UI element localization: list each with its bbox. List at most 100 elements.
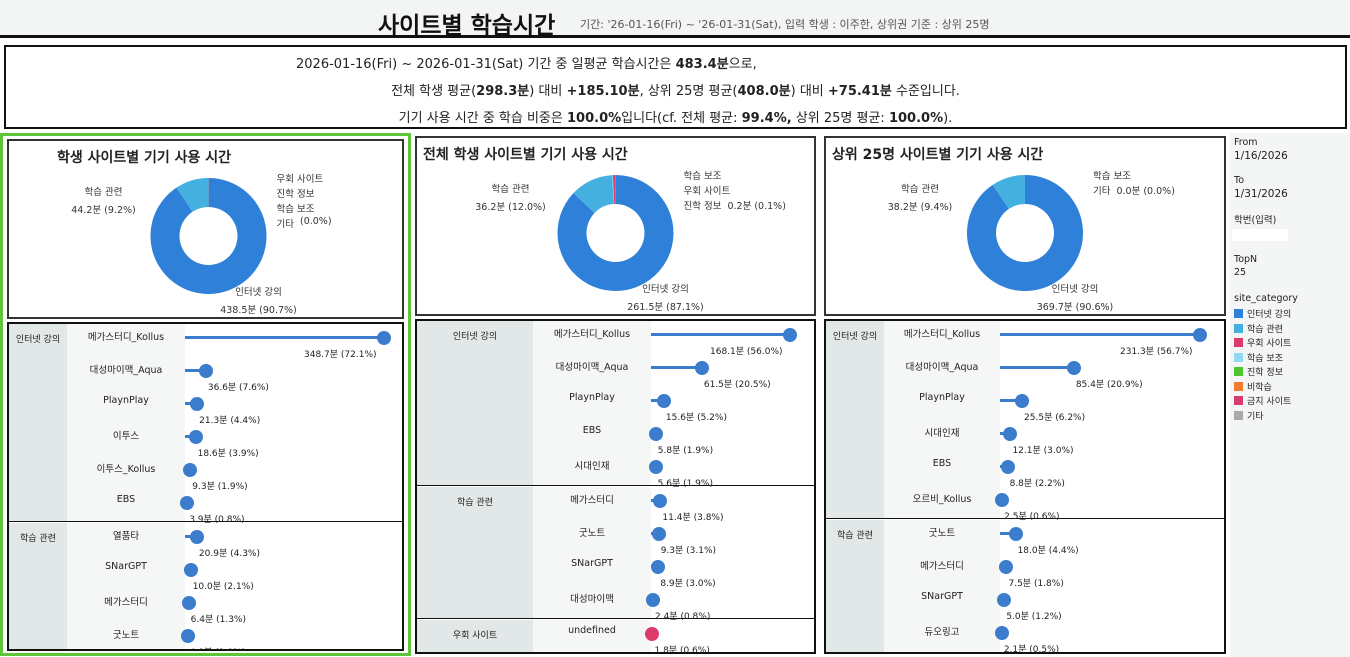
legend-item[interactable]: 금지 사이트 <box>1234 394 1291 407</box>
lollipop-dot[interactable] <box>651 560 666 574</box>
lollipop-dot[interactable] <box>1015 394 1030 408</box>
panel-0: 학생 사이트별 기기 사용 시간 인터넷 강의 438.5분 (90.7%) 학습 … <box>0 133 411 656</box>
lollipop-dot[interactable] <box>189 530 204 544</box>
lollipop-dot[interactable] <box>1003 427 1018 441</box>
donut-slice[interactable] <box>992 175 1025 209</box>
site-row[interactable]: 시대인재 12.1분 (3.0%) <box>826 420 1224 456</box>
site-row[interactable]: SNarGPT 5.0분 (1.2%) <box>826 586 1224 622</box>
lollipop-dot[interactable] <box>1008 527 1023 541</box>
site-row[interactable]: 듀오링고 2.1분 (0.5%) <box>826 619 1224 652</box>
legend-item[interactable]: 기타 <box>1234 409 1264 422</box>
site-row[interactable]: EBS 5.8분 (1.9%) <box>417 420 814 456</box>
lollipop-dot[interactable] <box>198 364 213 378</box>
site-row[interactable]: 이투스_Kollus 9.3분 (1.9%) <box>9 456 402 492</box>
value-label: 7.5분 (1.8%) <box>1008 579 1064 589</box>
lollipop-dot[interactable] <box>190 397 205 411</box>
lollipop-dot[interactable] <box>694 361 709 375</box>
donut-label: 진학 정보 0.2분 (0.1%) <box>684 198 786 212</box>
site-name: PlaynPlay <box>103 395 149 406</box>
donut-slice[interactable] <box>557 175 674 291</box>
site-row[interactable]: 굿노트 18.0분 (4.4%) <box>826 520 1224 556</box>
site-name: 시대인재 <box>924 428 960 439</box>
legend-item[interactable]: 우회 사이트 <box>1234 336 1291 349</box>
slice-name: 인터넷 강의 <box>235 287 282 298</box>
donut-chart <box>150 178 267 294</box>
lollipop-dot[interactable] <box>377 331 391 345</box>
site-row[interactable]: 대성마이맥 2.4분 (0.8%) <box>417 586 814 622</box>
site-row[interactable]: 메가스터디 6.4분 (1.3%) <box>9 589 402 625</box>
site-row[interactable]: 굿노트 9.3분 (3.1%) <box>417 520 814 556</box>
lollipop-dot[interactable] <box>994 626 1009 640</box>
lollipop-dot[interactable] <box>656 394 671 408</box>
lollipop-dot[interactable] <box>783 328 797 342</box>
topn-input[interactable]: 25 <box>1234 267 1247 278</box>
lollipop-dot[interactable] <box>180 496 195 510</box>
lollipop-dot[interactable] <box>645 593 660 607</box>
legend-item[interactable]: 학습 관련 <box>1234 322 1283 335</box>
from-date-input[interactable]: 1/16/2026 <box>1234 150 1288 162</box>
site-row[interactable]: 열품타 20.9분 (4.3%) <box>9 523 402 559</box>
site-row[interactable]: undefined 1.8분 (0.6%) <box>417 620 814 652</box>
donut-slice[interactable] <box>612 175 615 205</box>
site-row[interactable]: 이투스 18.6분 (3.9%) <box>9 423 402 459</box>
to-date-input[interactable]: 1/31/2026 <box>1234 188 1288 200</box>
lollipop-dot[interactable] <box>183 563 198 577</box>
donut-slice[interactable] <box>967 175 1083 291</box>
site-row[interactable]: 오르비_Kollus 2.5분 (0.6%) <box>826 486 1224 522</box>
site-row[interactable]: 굿노트 4.9분 (1.0%) <box>9 622 402 649</box>
student-id-input[interactable] <box>1232 229 1288 241</box>
site-row[interactable]: 메가스터디_Kollus 168.1분 (56.0%) <box>417 321 814 357</box>
lollipop-dot[interactable] <box>1193 328 1207 342</box>
donut-label: 인터넷 강의 261.5분 (87.1%) <box>627 281 704 313</box>
site-row[interactable]: 시대인재 5.6분 (1.9%) <box>417 453 814 489</box>
lollipop-dot[interactable] <box>995 493 1010 507</box>
legend-item[interactable]: 인터넷 강의 <box>1234 307 1291 320</box>
slice-name: 학습 보조 <box>276 204 315 215</box>
legend-item[interactable]: 진학 정보 <box>1234 365 1283 378</box>
legend-label: 비학습 <box>1247 382 1272 393</box>
lollipop-dot[interactable] <box>645 627 660 641</box>
slice-value: 438.5분 (90.7%) <box>220 305 297 316</box>
site-row[interactable]: 대성마이맥_Aqua 36.6분 (7.6%) <box>9 357 402 393</box>
site-row[interactable]: SNarGPT 8.9분 (3.0%) <box>417 553 814 589</box>
donut-slice[interactable] <box>176 178 209 212</box>
lollipop-dot[interactable] <box>1066 361 1081 375</box>
lollipop-dot[interactable] <box>648 427 663 441</box>
donut-slice[interactable] <box>150 178 267 294</box>
lollipop-dot[interactable] <box>180 629 195 643</box>
site-row[interactable]: PlaynPlay 15.6분 (5.2%) <box>417 387 814 423</box>
site-row[interactable]: EBS 8.8분 (2.2%) <box>826 453 1224 489</box>
lollipop-dot[interactable] <box>653 494 668 508</box>
site-row[interactable]: 대성마이맥_Aqua 85.4분 (20.9%) <box>826 354 1224 390</box>
site-row[interactable]: SNarGPT 10.0분 (2.1%) <box>9 556 402 592</box>
site-name: EBS <box>932 458 952 469</box>
value-label: 20.9분 (4.3%) <box>198 549 260 559</box>
lollipop-dot[interactable] <box>188 430 203 444</box>
slice-name: 기타 <box>276 219 294 230</box>
lollipop-dot[interactable] <box>999 560 1014 574</box>
site-row[interactable]: PlaynPlay 21.3분 (4.4%) <box>9 390 402 426</box>
lollipop-dot[interactable] <box>648 460 663 474</box>
site-row[interactable]: 메가스터디 7.5분 (1.8%) <box>826 553 1224 589</box>
lollipop-dot[interactable] <box>651 527 666 541</box>
lollipop-dot[interactable] <box>1000 460 1015 474</box>
site-row[interactable]: PlaynPlay 25.5분 (6.2%) <box>826 387 1224 423</box>
site-row[interactable]: 메가스터디_Kollus 348.7분 (72.1%) <box>9 324 402 360</box>
category-group: 우회 사이트 undefined 1.8분 (0.6%) <box>417 620 814 652</box>
site-row[interactable]: EBS 3.9분 (0.8%) <box>9 489 402 525</box>
lollipop-dot[interactable] <box>183 463 198 477</box>
lollipop-dot[interactable] <box>997 593 1012 607</box>
site-row[interactable]: 대성마이맥_Aqua 61.5분 (20.5%) <box>417 354 814 390</box>
donut-slice[interactable] <box>573 175 614 214</box>
site-row[interactable]: 메가스터디_Kollus 231.3분 (56.7%) <box>826 321 1224 357</box>
donut-slice[interactable] <box>612 175 616 205</box>
legend-item[interactable]: 비학습 <box>1234 380 1272 393</box>
legend-item[interactable]: 학습 보조 <box>1234 351 1283 364</box>
legend-label: 우회 사이트 <box>1247 339 1292 349</box>
lollipop-dot[interactable] <box>181 596 196 610</box>
summary-text: 100.0% <box>567 111 622 126</box>
summary-value: 483.4분 <box>675 57 729 72</box>
panel-title: 상위 25명 사이트별 기기 사용 시간 <box>832 147 1044 163</box>
site-name: 대성마이맥_Aqua <box>555 362 629 373</box>
site-row[interactable]: 메가스터디 11.4분 (3.8%) <box>417 487 814 523</box>
